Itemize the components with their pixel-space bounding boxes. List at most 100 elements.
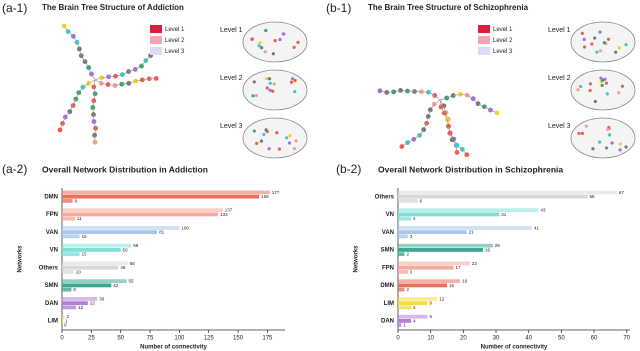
bar bbox=[62, 319, 64, 323]
brain-node bbox=[267, 147, 271, 151]
tree-node bbox=[92, 139, 98, 145]
brain-node bbox=[268, 81, 272, 85]
x-tick-label: 25 bbox=[88, 336, 95, 342]
brain-node bbox=[580, 131, 585, 135]
brain-node bbox=[580, 31, 584, 35]
y-tick-label: VAN bbox=[46, 230, 58, 236]
value-label: 9 bbox=[75, 198, 78, 203]
brain-node bbox=[607, 133, 612, 137]
brain-node bbox=[292, 147, 296, 151]
tree-title: The Brain Tree Structure of Schizophreni… bbox=[368, 3, 529, 12]
x-tick-label: 50 bbox=[558, 336, 565, 342]
brain-node bbox=[258, 41, 262, 45]
x-tick-label: 50 bbox=[117, 336, 124, 342]
brain-node bbox=[618, 142, 623, 146]
brain-node bbox=[599, 76, 603, 80]
brain-node bbox=[600, 83, 604, 88]
brain-node bbox=[282, 32, 286, 36]
legend-swatch bbox=[150, 47, 162, 55]
brain-label: Level 2 bbox=[220, 75, 243, 82]
tree-node bbox=[153, 76, 159, 81]
bar bbox=[398, 230, 467, 235]
brain bbox=[242, 117, 308, 159]
panel-label: (a-2) bbox=[2, 162, 27, 176]
brain-node bbox=[267, 77, 272, 81]
brain-node bbox=[296, 40, 300, 44]
value-label: 133 bbox=[220, 212, 228, 217]
bar bbox=[398, 305, 412, 310]
x-tick-label: 0 bbox=[60, 336, 64, 342]
brain-node bbox=[617, 46, 621, 50]
value-label: 21 bbox=[469, 230, 475, 235]
tree-node bbox=[494, 110, 500, 116]
value-label: 22 bbox=[472, 261, 478, 266]
bar bbox=[398, 279, 461, 284]
panel-label: (b-1) bbox=[326, 1, 351, 15]
bar bbox=[62, 279, 127, 284]
legend-label: Level 3 bbox=[493, 49, 513, 55]
x-tick-label: 30 bbox=[493, 336, 500, 342]
y-tick-label: FPN bbox=[382, 265, 394, 271]
x-tick-label: 0 bbox=[396, 336, 400, 342]
y-axis-label: Networks bbox=[354, 245, 360, 273]
value-label: 15 bbox=[449, 283, 455, 288]
value-label: 29 bbox=[495, 243, 501, 248]
value-label: 3 bbox=[410, 234, 413, 239]
value-label: 11 bbox=[77, 216, 82, 221]
brain-node bbox=[255, 141, 259, 145]
y-tick-label: DMN bbox=[44, 194, 58, 200]
bar bbox=[398, 190, 617, 195]
y-tick-label: Others bbox=[375, 194, 395, 200]
value-label: 1 bbox=[65, 318, 68, 323]
panel-label: (b-2) bbox=[336, 162, 361, 176]
bar bbox=[398, 323, 402, 328]
brain-node bbox=[582, 45, 587, 49]
value-label: 10 bbox=[76, 269, 82, 274]
brain-node bbox=[606, 37, 611, 41]
brain-node bbox=[614, 50, 618, 54]
bar bbox=[398, 216, 412, 221]
brain-node bbox=[260, 46, 264, 50]
brain-node bbox=[582, 37, 586, 41]
brain-node bbox=[285, 136, 289, 140]
brain bbox=[570, 69, 636, 111]
x-tick-label: 175 bbox=[262, 336, 273, 342]
x-tick-label: 70 bbox=[623, 336, 630, 342]
x-axis-label: Number of connectivity bbox=[481, 345, 548, 351]
chart-title: Overall Network Distribution in Addictio… bbox=[42, 164, 208, 174]
value-label: 41 bbox=[534, 225, 540, 230]
value-label: 67 bbox=[619, 190, 625, 195]
panel-label: (a-1) bbox=[2, 1, 27, 15]
bar bbox=[398, 194, 588, 199]
brain-node bbox=[265, 86, 269, 90]
value-label: 0 bbox=[64, 323, 67, 328]
legend-label: Level 2 bbox=[165, 38, 185, 44]
value-label: 43 bbox=[541, 208, 547, 213]
bar bbox=[398, 265, 454, 270]
x-tick-label: 100 bbox=[174, 336, 185, 342]
value-label: 12 bbox=[78, 305, 84, 310]
value-label: 56 bbox=[130, 261, 136, 266]
bar bbox=[62, 287, 72, 292]
brain bbox=[242, 69, 308, 111]
brain-node bbox=[591, 147, 595, 151]
brain-node bbox=[598, 30, 602, 34]
bar bbox=[398, 198, 418, 203]
brain-node bbox=[264, 28, 268, 33]
value-label: 59 bbox=[133, 243, 139, 248]
bar bbox=[62, 252, 80, 257]
tree-node bbox=[57, 127, 63, 133]
value-label: 1 bbox=[403, 323, 406, 328]
bar bbox=[62, 208, 223, 213]
brain-node bbox=[620, 84, 625, 88]
bar bbox=[62, 243, 132, 248]
bar bbox=[398, 248, 483, 252]
chart-title: Overall Network Distribution in Schizoph… bbox=[378, 164, 563, 174]
value-label: 22 bbox=[90, 301, 96, 306]
brain-node bbox=[268, 88, 272, 92]
brain-node bbox=[271, 89, 275, 93]
bar bbox=[62, 301, 88, 306]
brain-node bbox=[604, 146, 609, 150]
bar bbox=[62, 212, 219, 217]
brain-node bbox=[598, 49, 603, 53]
